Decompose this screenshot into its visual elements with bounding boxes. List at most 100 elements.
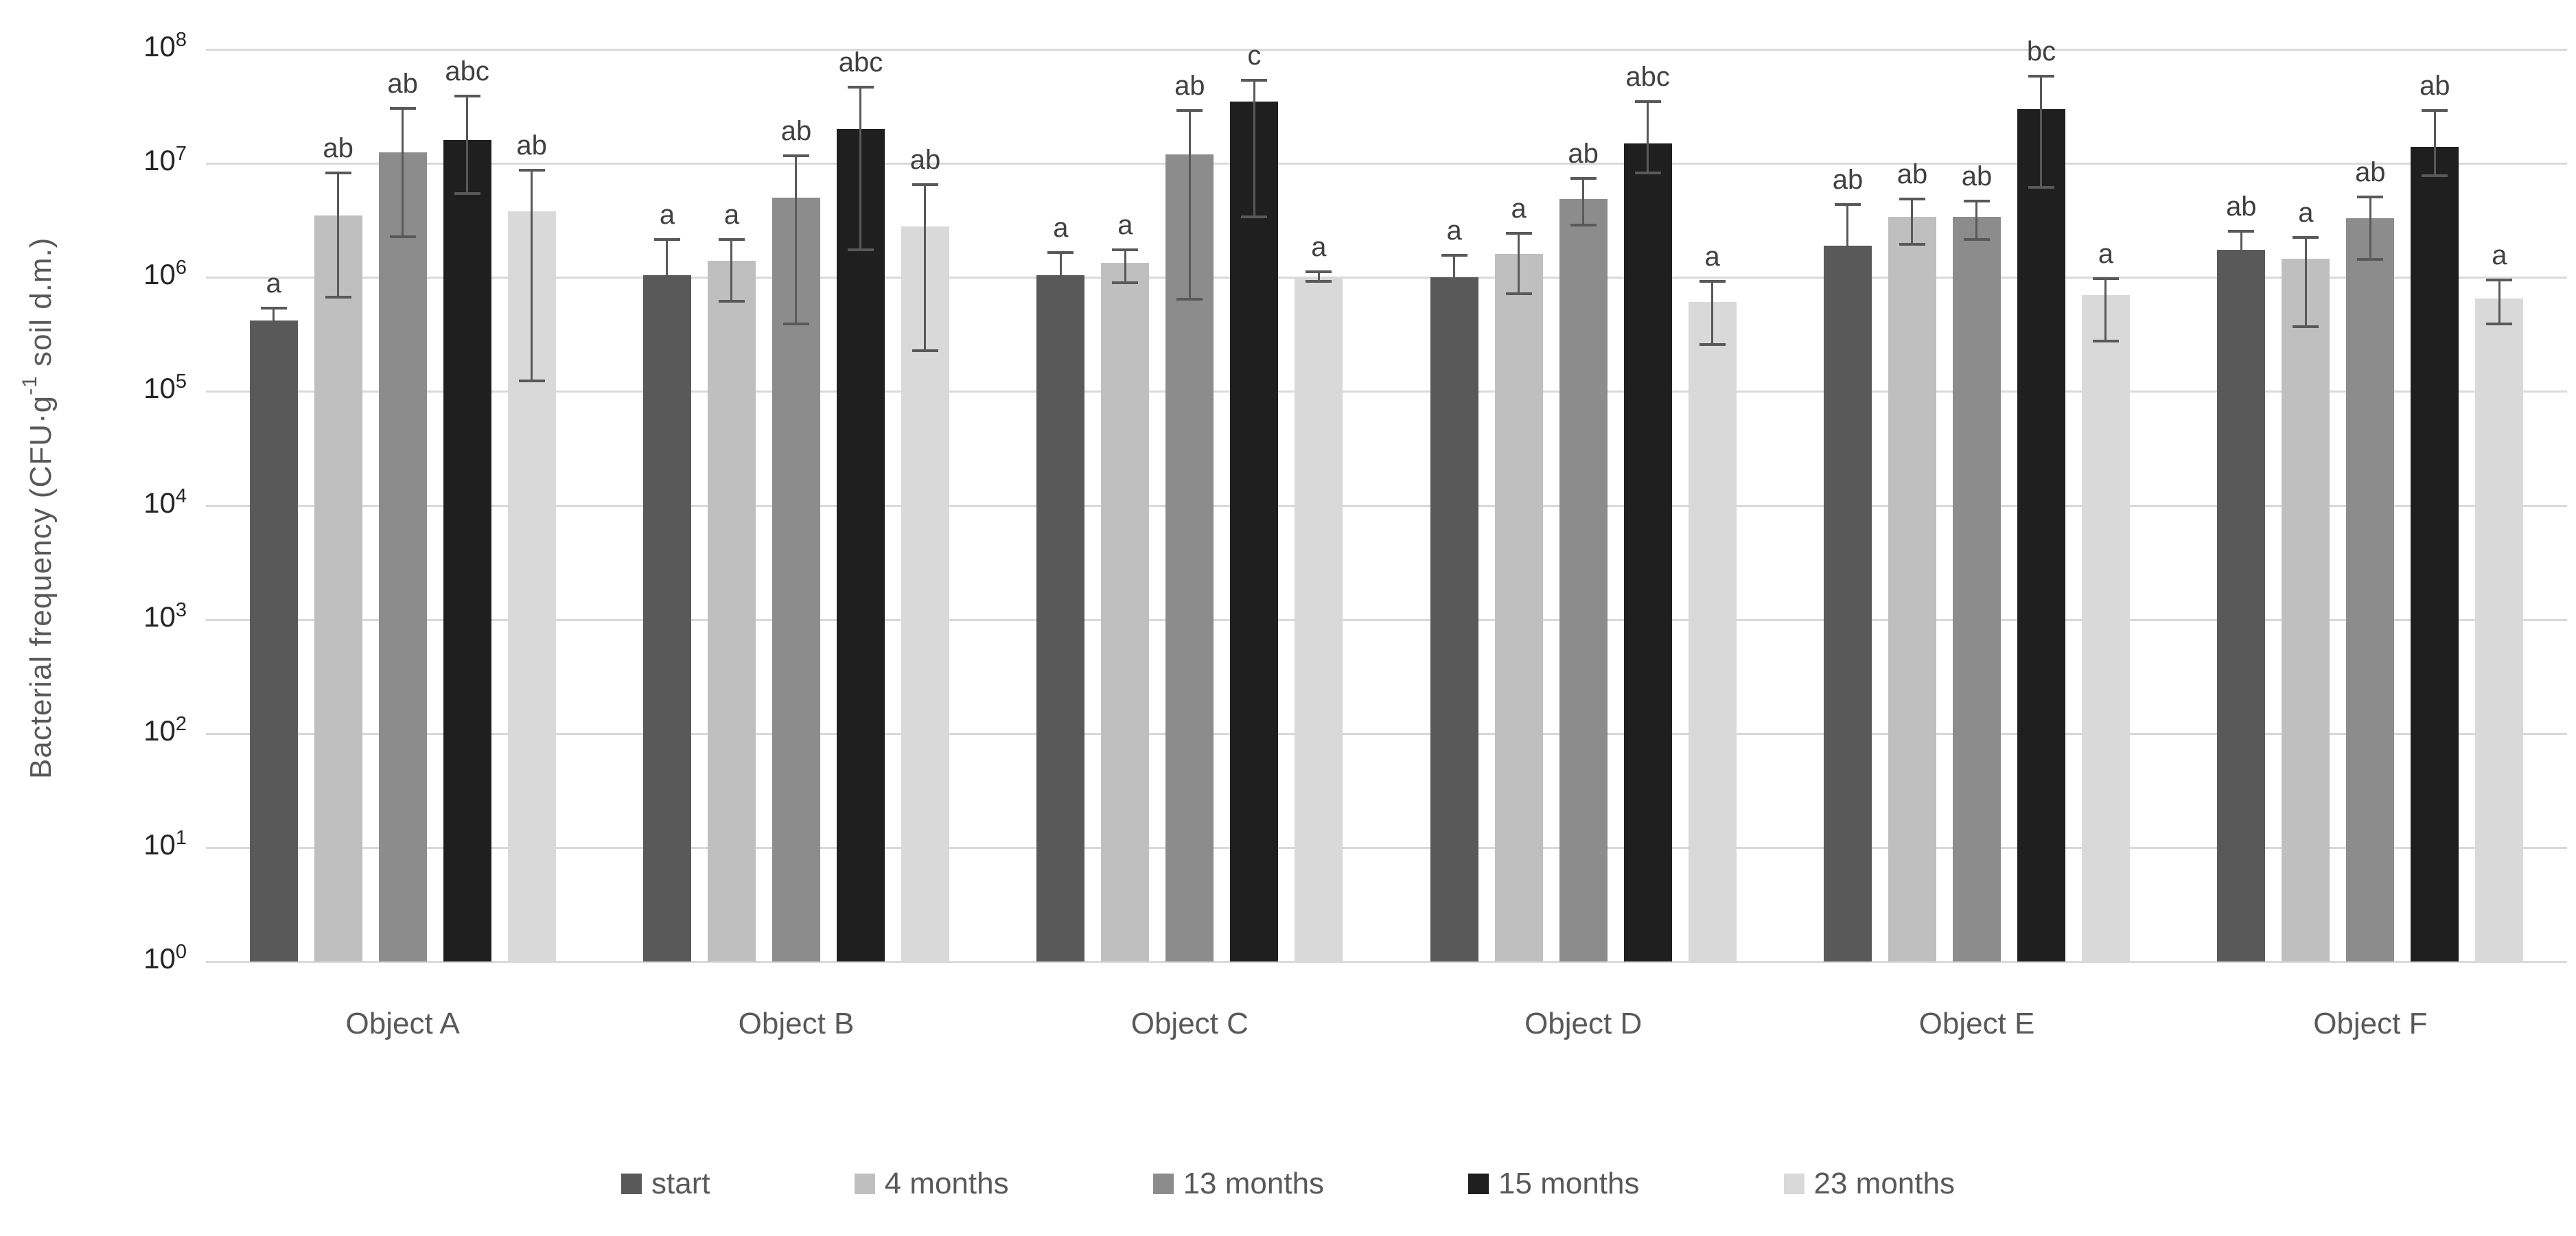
y-tick-label-1e7: 107 <box>143 143 187 177</box>
bar-start-object-a <box>249 320 298 961</box>
error-bar-cap-bottom <box>1047 345 1074 349</box>
gridline-1e5 <box>206 390 2567 393</box>
significance-label: abc <box>838 47 883 78</box>
error-bar-cap-bottom <box>2422 174 2448 177</box>
significance-label: a <box>1446 215 1462 246</box>
error-bar-cap-bottom <box>389 235 416 239</box>
error-bar-cap-top <box>2293 236 2319 240</box>
error-bar-cap-bottom <box>2357 257 2384 261</box>
x-category-label-object-f: Object F <box>2313 1007 2428 1040</box>
legend-item-23-months: 23 months <box>1783 1167 1955 1201</box>
error-bar <box>531 168 533 383</box>
error-bar <box>337 171 340 299</box>
error-bar <box>466 95 469 195</box>
error-bar-cap-top <box>912 183 938 187</box>
bar-group-object-c: a a ab c a <box>993 40 1386 961</box>
error-bar-cap-bottom <box>1441 339 1467 342</box>
significance-label: a <box>659 200 675 231</box>
error-bar-cap-bottom <box>2028 185 2054 189</box>
error-bar <box>1518 232 1520 295</box>
y-tick-label-1e2: 102 <box>143 712 187 747</box>
gridline-1e7 <box>206 163 2567 165</box>
error-bar-cap-bottom <box>1112 281 1139 285</box>
plot-area: 100 101 102 103 104 105 106 107 108 a ab ab abc ab Obj… <box>143 29 2567 1040</box>
significance-label: a <box>1053 212 1069 243</box>
significance-label: ab <box>2355 157 2386 188</box>
x-category-label-object-e: Object E <box>1918 1007 2035 1040</box>
bar-13-months-object-a <box>378 152 427 961</box>
legend-swatch-icon <box>1468 1174 1489 1194</box>
legend-item-label: 4 months <box>884 1167 1009 1200</box>
y-tick-label-1e4: 104 <box>143 485 187 519</box>
significance-label: a <box>723 200 740 231</box>
significance-label: ab <box>780 115 812 146</box>
significance-label: ab <box>1174 70 1205 101</box>
error-bar <box>2040 74 2043 189</box>
significance-label: ab <box>2420 70 2450 101</box>
legend-item-label: 23 months <box>1813 1167 1955 1200</box>
error-bar <box>1911 198 1914 246</box>
error-bar-cap-bottom <box>2486 323 2513 326</box>
y-tick-label-1e8: 108 <box>143 29 187 62</box>
error-bar-cap-bottom <box>718 300 745 303</box>
significance-label: a <box>2098 239 2114 270</box>
significance-label: c <box>1247 40 1262 71</box>
error-bar-cap-top <box>718 238 745 242</box>
legend-item-15-months: 15 months <box>1468 1167 1640 1201</box>
bar-23-months-object-e <box>2081 294 2130 961</box>
error-bar-cap-bottom <box>2092 339 2119 342</box>
error-bar <box>2104 277 2107 342</box>
gridline-1e4 <box>206 504 2567 507</box>
significance-label: abc <box>1625 61 1670 92</box>
error-bar-cap-bottom <box>2228 326 2255 329</box>
error-bar-cap-top <box>1634 100 1661 103</box>
error-bar-cap-top <box>1699 279 1726 283</box>
error-bar-cap-bottom <box>1570 223 1597 226</box>
significance-label: ab <box>1832 164 1864 195</box>
error-bar <box>2369 196 2371 261</box>
bar-4-months-object-f <box>2282 259 2330 961</box>
x-category-label-object-d: Object D <box>1524 1007 1643 1040</box>
error-bar <box>730 238 733 303</box>
bar-13-months-object-e <box>1952 216 2001 961</box>
error-bar <box>1453 254 1456 342</box>
error-bar <box>1124 248 1126 285</box>
error-bar-cap-top <box>2486 279 2513 282</box>
error-bar-cap-top <box>653 238 680 242</box>
y-axis-title-superscript: -1 <box>19 375 42 395</box>
error-bar-cap-top <box>1176 108 1203 112</box>
x-category-label-object-b: Object B <box>738 1007 855 1040</box>
error-bar-cap-bottom <box>1699 343 1726 347</box>
error-bar-cap-bottom <box>1899 242 1925 246</box>
error-bar <box>666 238 669 362</box>
error-bar <box>1975 200 1978 241</box>
error-bar <box>1317 270 1320 283</box>
error-bar-cap-top <box>260 307 287 310</box>
bar-group-object-e: ab ab ab bc a <box>1780 36 2173 961</box>
bar-15-months-object-c <box>1230 101 1279 961</box>
error-bar-cap-top <box>1441 254 1467 257</box>
legend-item-label: start <box>651 1167 710 1200</box>
error-bar-cap-bottom <box>325 296 351 299</box>
error-bar-cap-top <box>1306 270 1332 274</box>
significance-label: ab <box>2226 191 2257 222</box>
error-bar-cap-top <box>1112 248 1139 251</box>
error-bar-cap-bottom <box>847 248 874 251</box>
error-bar-cap-top <box>1505 232 1532 235</box>
legend-item-start: start <box>621 1167 710 1201</box>
error-bar-cap-top <box>2028 74 2054 78</box>
error-bar-cap-bottom <box>1505 292 1532 295</box>
legend-item-label: 13 months <box>1183 1167 1325 1200</box>
bar-start-object-c <box>1036 275 1085 961</box>
bar-13-months-object-f <box>2346 218 2395 961</box>
bar-15-months-object-e <box>2017 108 2065 961</box>
legend-item-label: 15 months <box>1498 1167 1640 1200</box>
error-bar <box>2433 108 2436 177</box>
error-bar-cap-top <box>518 168 545 172</box>
error-bar <box>859 85 862 251</box>
bar-group-object-a: a ab ab abc ab <box>206 49 599 961</box>
y-tick-label-1e1: 101 <box>143 826 187 861</box>
bar-4-months-object-d <box>1494 254 1543 961</box>
significance-label: a <box>1704 241 1720 272</box>
error-bar <box>402 107 404 239</box>
